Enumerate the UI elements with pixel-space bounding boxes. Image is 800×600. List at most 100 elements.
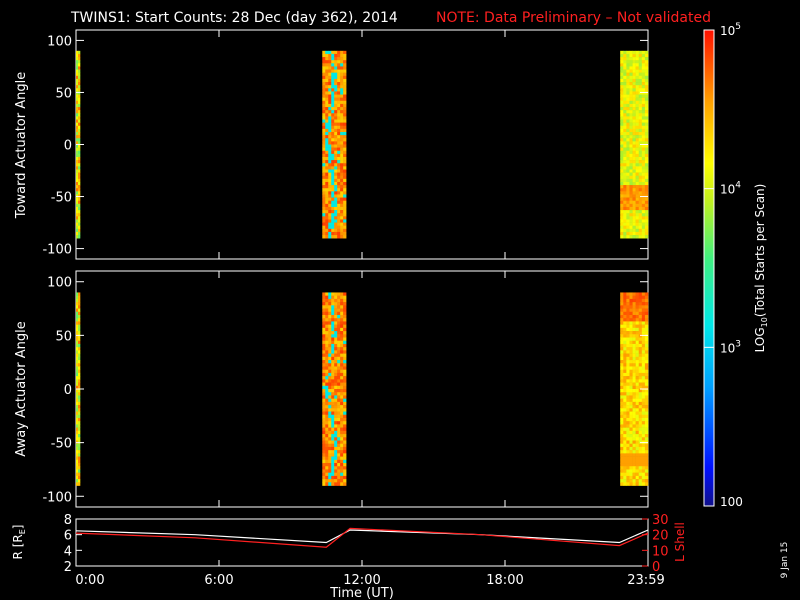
data-note: NOTE: Data Preliminary – Not validated [436, 10, 711, 26]
heatmap-cell [328, 128, 332, 133]
heatmap-cell [76, 411, 79, 416]
heatmap-cell [623, 50, 627, 55]
heatmap-cell [623, 100, 627, 105]
heatmap-cell [334, 466, 338, 470]
heatmap-cell [337, 340, 341, 345]
heatmap-cell [322, 107, 326, 111]
heatmap-cell [620, 314, 624, 319]
heatmap-cell [325, 69, 329, 73]
heatmap-cell [626, 469, 630, 473]
heatmap-cell [623, 60, 627, 64]
heatmap-cell [632, 200, 636, 205]
heatmap-cell [76, 122, 79, 127]
heatmap-cell [632, 321, 636, 325]
heatmap-cell [629, 398, 633, 403]
heatmap-cell [644, 60, 649, 64]
orbit-rtick-label: 20 [652, 529, 669, 544]
heatmap-cell [644, 203, 649, 208]
heatmap-cell [632, 389, 636, 393]
heatmap-cell [632, 213, 636, 217]
heatmap-cell [76, 353, 79, 358]
heatmap-cell [76, 78, 79, 83]
heatmap-cell [331, 191, 335, 195]
heatmap-cell [340, 191, 344, 195]
heatmap-cell [641, 216, 646, 220]
heatmap-cell [328, 132, 332, 136]
heatmap-cell [340, 475, 344, 480]
heatmap-cell [623, 382, 627, 387]
heatmap-cell [343, 75, 347, 80]
heatmap-cell [78, 405, 81, 409]
heatmap-cell [76, 69, 79, 73]
heatmap-cell [641, 411, 646, 416]
heatmap-cell [644, 427, 649, 432]
heatmap-cell [76, 169, 79, 173]
heatmap-cell [638, 128, 643, 133]
heatmap-cell [638, 430, 643, 435]
heatmap-cell [328, 88, 332, 92]
heatmap-cell [620, 334, 624, 338]
heatmap-cell [635, 343, 640, 348]
heatmap-cell [325, 213, 329, 217]
heatmap-cell [620, 94, 624, 98]
heatmap-cell [623, 314, 627, 319]
heatmap-cell [331, 379, 335, 383]
heatmap-cell [334, 53, 338, 58]
heatmap-cell [644, 144, 649, 148]
heatmap-cell [623, 225, 627, 230]
heatmap-cell [644, 206, 649, 211]
heatmap-cell [641, 363, 646, 367]
heatmap-cell [331, 302, 335, 306]
heatmap-cell [328, 366, 332, 370]
heatmap-cell [343, 144, 347, 148]
heatmap-cell [343, 203, 347, 208]
heatmap-cell [322, 147, 326, 152]
heatmap-cell [638, 75, 643, 80]
heatmap-cell [322, 66, 326, 70]
heatmap-cell [635, 222, 640, 226]
heatmap-cell [635, 302, 640, 306]
heatmap-cell [78, 88, 81, 92]
heatmap-cell [325, 194, 329, 198]
heatmap-cell [623, 231, 627, 236]
heatmap-cell [626, 385, 630, 390]
heatmap-cell [629, 392, 633, 396]
heatmap-cell [331, 82, 335, 86]
heatmap-cell [623, 305, 627, 309]
heatmap-cell [343, 150, 347, 155]
heatmap-cell [343, 376, 347, 380]
heatmap-cell [76, 135, 79, 139]
heatmap-cell [623, 337, 627, 342]
heatmap-cell [641, 434, 646, 438]
heatmap-cell [644, 66, 649, 70]
heatmap-cell [629, 318, 633, 322]
heatmap-cell [644, 72, 649, 77]
heatmap-cell [337, 446, 341, 451]
heatmap-cell [635, 97, 640, 102]
heatmap-cell [626, 72, 630, 77]
heatmap-cell [626, 228, 630, 233]
heatmap-cell [340, 156, 344, 161]
heatmap-cell [340, 405, 344, 409]
colorbar-gradient [703, 29, 715, 507]
heatmap-cell [340, 110, 344, 114]
heatmap-cell [641, 85, 646, 89]
heatmap-cell [620, 401, 624, 406]
heatmap-cell [641, 302, 646, 306]
heatmap-cell [626, 200, 630, 205]
heatmap-cell [331, 350, 335, 354]
ytick-label: 50 [55, 329, 72, 344]
heatmap-cell [322, 337, 326, 342]
heatmap-cell [337, 356, 341, 361]
heatmap-cell [334, 181, 338, 186]
heatmap-cell [325, 169, 329, 173]
heatmap-cell [343, 169, 347, 173]
heatmap-cell [635, 372, 640, 377]
heatmap-cell [641, 482, 646, 486]
heatmap-cell [78, 166, 81, 170]
heatmap-cell [623, 379, 627, 383]
heatmap-cell [76, 450, 79, 454]
heatmap-cell [635, 324, 640, 329]
heatmap-cell [641, 382, 646, 387]
heatmap-cell [76, 459, 79, 464]
